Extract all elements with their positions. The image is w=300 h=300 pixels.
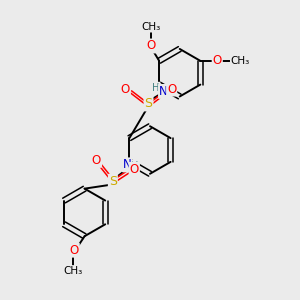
Text: H: H bbox=[131, 161, 139, 171]
Text: CH₃: CH₃ bbox=[142, 22, 161, 32]
Text: N: N bbox=[159, 85, 168, 98]
Text: N: N bbox=[123, 158, 131, 171]
Text: O: O bbox=[130, 163, 139, 176]
Text: CH₃: CH₃ bbox=[63, 266, 82, 276]
Text: H: H bbox=[152, 82, 160, 93]
Text: O: O bbox=[213, 54, 222, 67]
Text: CH₃: CH₃ bbox=[231, 56, 250, 66]
Text: O: O bbox=[121, 82, 130, 96]
Text: O: O bbox=[147, 40, 156, 52]
Text: O: O bbox=[92, 154, 101, 167]
Text: O: O bbox=[167, 82, 176, 96]
Text: S: S bbox=[109, 175, 117, 188]
Text: O: O bbox=[70, 244, 79, 257]
Text: S: S bbox=[145, 98, 152, 110]
